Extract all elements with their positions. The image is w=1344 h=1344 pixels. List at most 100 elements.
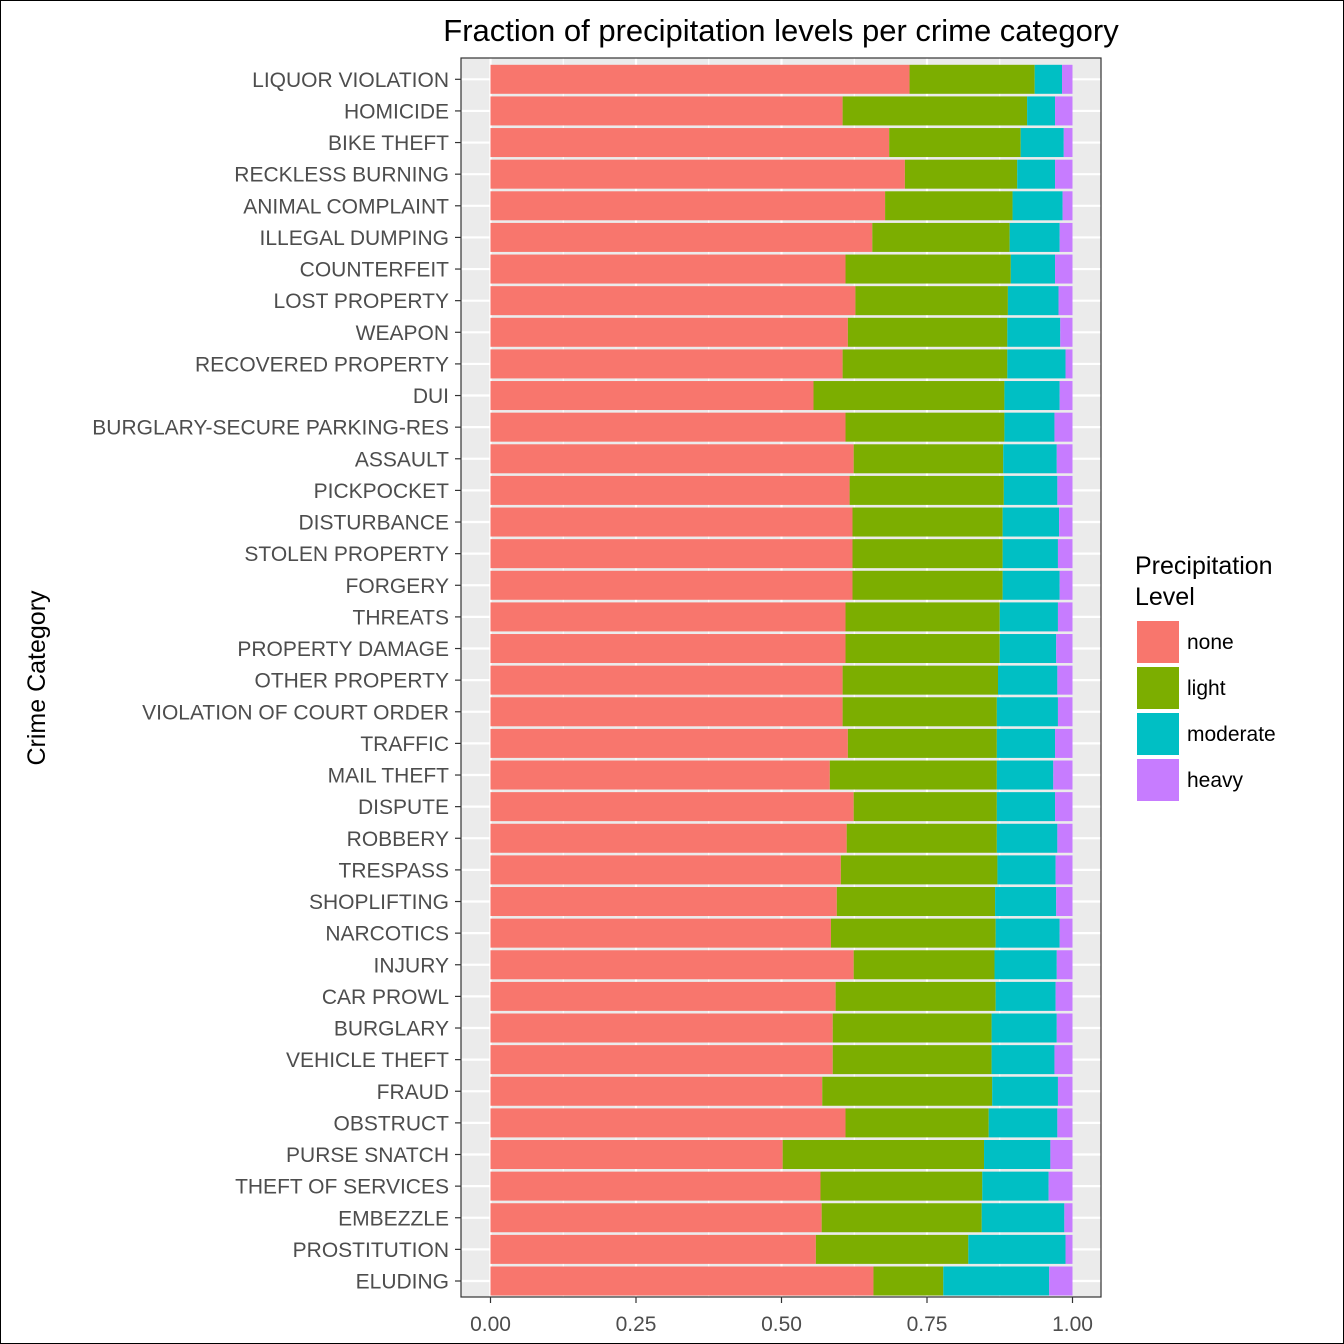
bar-segment — [490, 602, 846, 632]
y-tick-label: CAR PROWL — [322, 986, 449, 1009]
legend-label: none — [1187, 631, 1234, 654]
bar-segment — [490, 697, 843, 727]
bar-segment — [873, 1266, 944, 1296]
bar-segment — [490, 823, 847, 853]
bar-segment — [1055, 855, 1073, 885]
bar-segment — [995, 981, 1056, 1011]
bar-segment — [1056, 444, 1073, 474]
y-tick-label: INJURY — [374, 954, 449, 977]
bar-segment — [490, 1140, 783, 1170]
bar-segment — [1054, 1045, 1073, 1075]
bar-segment — [1049, 1266, 1073, 1296]
y-tick-label: DUI — [413, 385, 449, 408]
x-tick-label: 0.25 — [616, 1313, 657, 1336]
bar-segment — [853, 950, 995, 980]
bar-segment — [998, 665, 1058, 695]
legend-swatch — [1137, 713, 1179, 755]
legend-swatch — [1137, 759, 1179, 801]
bar-segment — [822, 1076, 993, 1106]
bar-segment — [1003, 475, 1058, 505]
bar-segment — [490, 570, 853, 600]
bar-segment — [1058, 286, 1073, 316]
bar-segment — [1009, 222, 1060, 252]
bar-segment — [815, 1234, 969, 1264]
x-tick-label: 0.75 — [907, 1313, 948, 1336]
bar-segment — [490, 792, 854, 822]
bar-segment — [490, 475, 850, 505]
bar-segment — [490, 760, 830, 790]
bar-segment — [1002, 570, 1060, 600]
bar-segment — [835, 981, 996, 1011]
y-tick-label: RECKLESS BURNING — [234, 164, 449, 187]
bar-segment — [490, 96, 843, 126]
bar-segment — [830, 918, 996, 948]
bar-segment — [490, 665, 843, 695]
legend-swatch — [1137, 667, 1179, 709]
legend-item: light — [1135, 667, 1335, 713]
bar-segment — [832, 1045, 992, 1075]
bar-segment — [490, 918, 831, 948]
bar-segment — [490, 1203, 822, 1233]
y-tick-label: DISPUTE — [358, 796, 449, 819]
y-tick-label: PROSTITUTION — [293, 1239, 449, 1262]
bar-segment — [872, 222, 1010, 252]
y-tick-label: ELUDING — [356, 1271, 449, 1294]
bar-segment — [1065, 349, 1073, 379]
bar-segment — [852, 507, 1003, 537]
bar-segment — [1065, 1234, 1073, 1264]
chart-title: Fraction of precipitation levels per cri… — [443, 13, 1119, 48]
bar-segment — [1012, 191, 1063, 221]
bar-segment — [1064, 1203, 1073, 1233]
y-tick-label: HOMICIDE — [344, 100, 449, 123]
bar-segment — [853, 792, 997, 822]
x-tick-label: 0.00 — [470, 1313, 511, 1336]
bar-segment — [490, 191, 886, 221]
legend-title: Precipitation Level — [1135, 552, 1273, 611]
bar-segment — [1055, 159, 1073, 189]
bar-segment — [490, 128, 890, 158]
bar-segment — [885, 191, 1013, 221]
bar-segment — [849, 475, 1004, 505]
bar-segment — [1057, 539, 1073, 569]
x-tick-label: 1.00 — [1052, 1313, 1093, 1336]
bar-segment — [889, 128, 1021, 158]
bar-segment — [845, 634, 1000, 664]
bar-segment — [1055, 96, 1073, 126]
bar-segment — [490, 159, 905, 189]
y-tick-label: VEHICLE THEFT — [286, 1049, 449, 1072]
y-tick-label: PROPERTY DAMAGE — [237, 638, 449, 661]
bar-segment — [1034, 64, 1063, 94]
y-tick-label: RECOVERED PROPERTY — [195, 353, 449, 376]
y-tick-label: BIKE THEFT — [328, 132, 449, 155]
bar-segment — [1059, 381, 1073, 411]
legend-swatch — [1137, 621, 1179, 663]
bar-segment — [490, 981, 836, 1011]
bar-segment — [982, 1171, 1049, 1201]
bar-segment — [490, 1108, 846, 1138]
y-axis-title: Crime Category — [23, 590, 51, 766]
bar-segment — [981, 1203, 1065, 1233]
bar-segment — [490, 950, 854, 980]
bar-segment — [1055, 728, 1073, 758]
y-tick-label: COUNTERFEIT — [300, 259, 450, 282]
bar-segment — [1057, 1108, 1073, 1138]
bar-segment — [943, 1266, 1050, 1296]
legend-item: none — [1135, 621, 1335, 667]
bar-segment — [1007, 286, 1059, 316]
bar-segment — [490, 634, 846, 664]
y-tick-label: THREATS — [353, 606, 449, 629]
bar-segment — [853, 444, 1004, 474]
bar-segment — [490, 539, 853, 569]
y-tick-label: FRAUD — [377, 1081, 449, 1104]
y-tick-label: ASSAULT — [355, 448, 449, 471]
bar-segment — [992, 1076, 1058, 1106]
bar-segment — [1063, 128, 1073, 158]
bar-segment — [1004, 412, 1055, 442]
bar-segment — [1007, 317, 1061, 347]
bar-segment — [490, 222, 873, 252]
bar-segment — [840, 855, 998, 885]
bar-segment — [988, 1108, 1058, 1138]
bar-segment — [1003, 444, 1057, 474]
y-tick-label: BURGLARY — [334, 1018, 449, 1041]
y-tick-label: WEAPON — [356, 322, 449, 345]
